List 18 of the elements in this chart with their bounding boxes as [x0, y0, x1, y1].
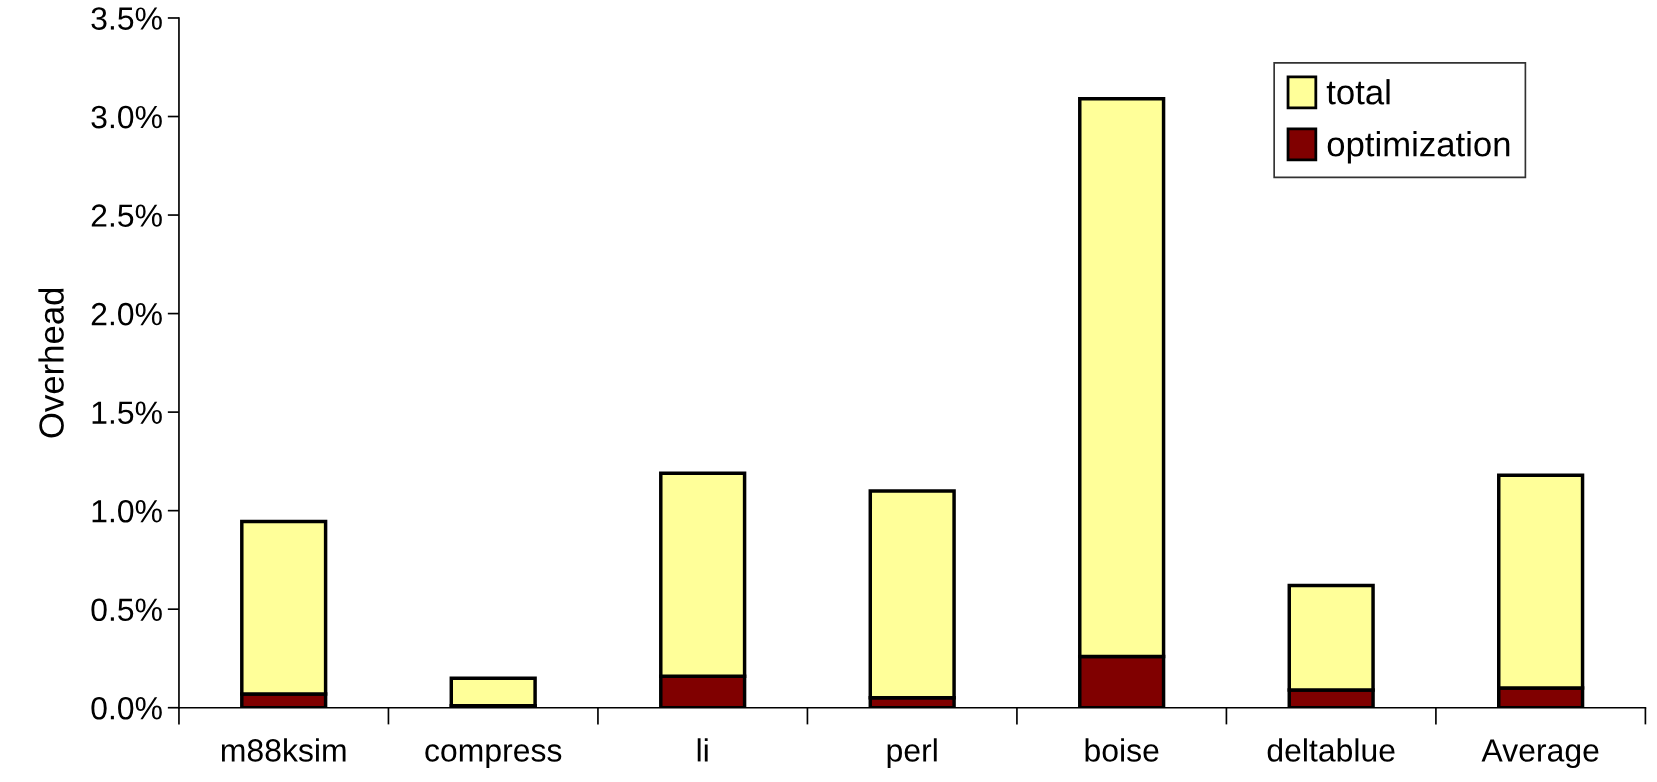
- y-tick-label: 0.0%: [91, 696, 162, 720]
- x-tick-label: boise: [1085, 738, 1159, 762]
- x-tick-label: deltablue: [1267, 738, 1395, 762]
- y-tick-label: 0.5%: [91, 598, 162, 622]
- y-tick-label: 2.5%: [91, 204, 162, 227]
- x-tick-label: perl: [887, 738, 937, 769]
- legend-label: optimization: [1327, 131, 1510, 164]
- y-tick-label: 1.5%: [92, 401, 162, 424]
- x-tick-label: m88ksim: [221, 738, 346, 762]
- y-tick-label: 1.0%: [92, 499, 162, 523]
- legend-label: total: [1326, 79, 1390, 105]
- y-tick-label: 3.0%: [91, 105, 162, 129]
- x-tick-label: li: [697, 738, 708, 762]
- x-tick-label: compress: [425, 744, 562, 769]
- y-tick-label: 3.5%: [91, 7, 162, 30]
- y-axis-title: Overhead: [38, 288, 64, 438]
- y-tick-label: 2.0%: [91, 302, 162, 326]
- x-tick-label: Average: [1481, 739, 1599, 769]
